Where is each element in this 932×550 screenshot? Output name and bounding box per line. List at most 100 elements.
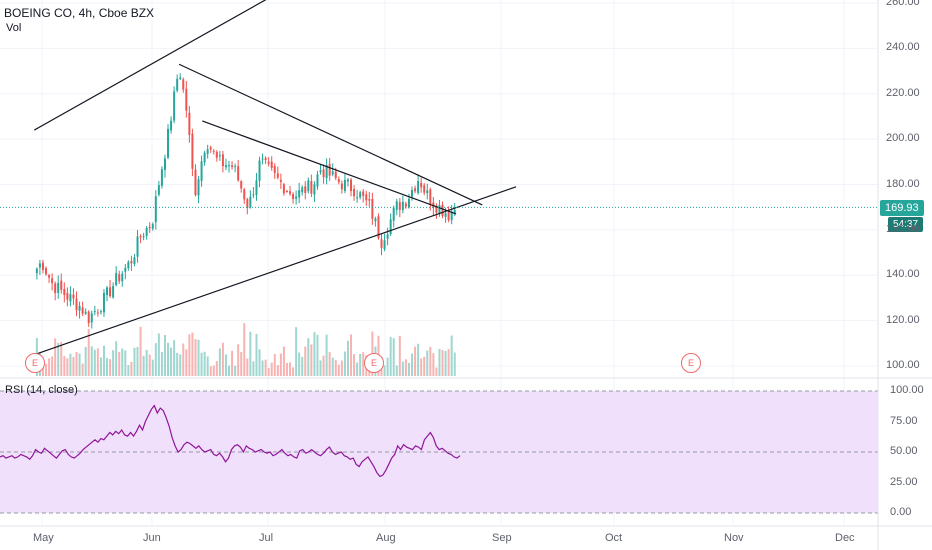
time-tick-label: Oct [605, 532, 623, 544]
candle-body [84, 311, 87, 314]
candle-body [395, 201, 398, 210]
candle-body [176, 78, 179, 91]
candle-body [334, 171, 337, 178]
candle-body [151, 224, 154, 229]
volume-bar [282, 346, 285, 376]
candle-body [252, 194, 255, 196]
last-price-tag: 169.93 [880, 200, 924, 216]
volume-bar [432, 353, 435, 376]
candle-body [353, 189, 356, 197]
candle-body [87, 311, 90, 324]
candle-body [423, 185, 426, 193]
trendline[interactable] [34, 0, 268, 131]
candle-body [377, 216, 380, 239]
volume-bar [407, 362, 410, 376]
candle-body [295, 196, 298, 199]
candle-body [48, 275, 51, 278]
volume-bar [310, 344, 313, 376]
candle-body [279, 179, 282, 182]
candle-body [298, 190, 301, 198]
candle-body [173, 91, 176, 121]
time-tick-label: Jun [143, 532, 161, 544]
candle-body [154, 196, 157, 223]
candle-body [96, 312, 99, 314]
candle-body [109, 287, 112, 297]
candle-body [328, 163, 331, 176]
volume-bar [93, 349, 96, 376]
volume-bar [179, 354, 182, 376]
candle-body [380, 239, 383, 248]
volume-bar [145, 349, 148, 376]
volume-bar [359, 353, 362, 376]
candle-body [57, 282, 60, 294]
volume-bar [334, 360, 337, 376]
candle-body [203, 152, 206, 163]
candle-body [414, 188, 417, 192]
rsi-tick-label: 50.00 [890, 445, 918, 457]
candle-body [429, 189, 432, 205]
volume-bar [237, 344, 240, 376]
candle-body [420, 182, 423, 188]
candle-body [319, 170, 322, 173]
volume-bar [353, 354, 356, 376]
volume-bar [423, 356, 426, 376]
rsi-label: RSI (14, close) [5, 384, 78, 396]
candle-body [167, 128, 170, 158]
volume-bar [231, 350, 234, 376]
price-tick-label: 240.00 [886, 41, 920, 54]
volume-bar [450, 335, 453, 376]
volume-bar [51, 356, 54, 376]
volume-bar [124, 350, 127, 376]
time-tick-label: Aug [376, 532, 396, 544]
earnings-event-icon[interactable]: E [25, 353, 45, 373]
volume-bar [322, 355, 325, 376]
volume-bar [404, 359, 407, 376]
candle-body [359, 192, 362, 198]
candle-body [258, 160, 261, 181]
volume-bar [319, 360, 322, 376]
volume-bar [127, 365, 130, 376]
candle-body [289, 191, 292, 194]
volume-bar [261, 360, 264, 376]
candle-body [282, 184, 285, 194]
candle-body [234, 166, 237, 168]
volume-bar [130, 361, 133, 376]
trendline[interactable] [178, 63, 483, 206]
candle-body [66, 292, 69, 300]
trendline[interactable] [202, 120, 457, 215]
trendline[interactable] [34, 186, 517, 356]
volume-bar [392, 338, 395, 376]
volume-bar [224, 354, 227, 376]
volume-bar [279, 353, 282, 376]
volume-bar [234, 365, 237, 376]
candle-body [389, 219, 392, 235]
volume-bar [182, 343, 185, 376]
volume-bar [307, 338, 310, 376]
candle-body [90, 313, 93, 323]
volume-bar [176, 352, 179, 376]
volume-bar [136, 346, 139, 376]
volume-bar [139, 326, 142, 376]
volume-bar [228, 365, 231, 376]
time-tick-label: May [33, 532, 54, 544]
candle-body [63, 288, 66, 296]
candle-body [121, 273, 124, 282]
candle-body [407, 198, 410, 208]
volume-bar [337, 364, 340, 376]
volume-bar [99, 357, 102, 376]
candle-body [316, 174, 319, 187]
candle-body [51, 278, 54, 284]
candle-body [270, 161, 273, 168]
price-tick-label: 120.00 [886, 313, 920, 326]
volume-bar [41, 366, 44, 376]
candle-body [228, 165, 231, 167]
candle-body [401, 201, 404, 210]
candle-body [441, 204, 444, 216]
volume-bar [264, 359, 267, 376]
earnings-event-icon[interactable]: E [364, 353, 384, 373]
candle-body [301, 187, 304, 193]
candle-body [145, 228, 148, 236]
earnings-event-icon[interactable]: E [681, 353, 701, 373]
candle-body [102, 292, 105, 313]
